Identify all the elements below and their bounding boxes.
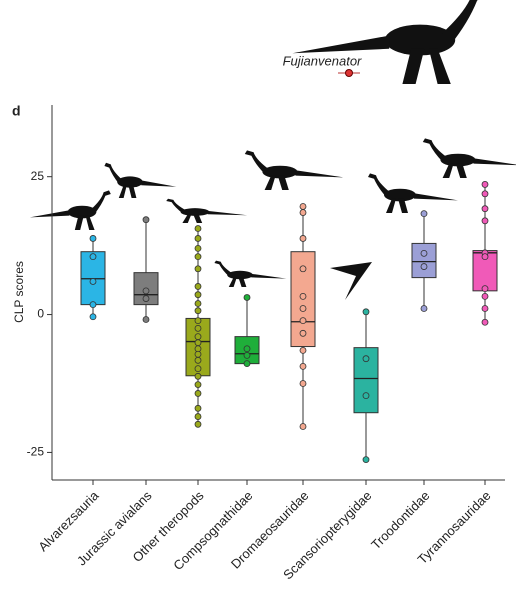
data-point xyxy=(481,217,489,225)
data-point xyxy=(89,313,97,321)
data-point xyxy=(362,456,370,463)
data-point xyxy=(194,317,202,325)
data-point xyxy=(194,307,202,315)
data-point xyxy=(420,305,428,312)
data-point xyxy=(420,249,428,257)
data-point xyxy=(194,333,202,341)
data-point xyxy=(194,372,202,380)
panel-label: d xyxy=(12,103,21,119)
data-point xyxy=(299,362,307,370)
silhouette xyxy=(214,260,287,287)
data-point xyxy=(362,308,370,316)
data-point xyxy=(194,291,202,299)
x-tick-label: Troodontidae xyxy=(368,488,432,552)
data-point xyxy=(194,324,202,332)
data-point xyxy=(142,216,150,224)
data-point xyxy=(142,316,150,323)
data-point xyxy=(194,244,202,252)
data-point xyxy=(243,351,251,359)
data-point xyxy=(194,350,202,358)
annotation: Fujianvenator xyxy=(283,53,362,68)
silhouette xyxy=(422,138,516,178)
silhouette xyxy=(29,190,111,230)
data-point xyxy=(299,209,307,216)
data-point xyxy=(299,347,307,354)
data-point xyxy=(194,225,202,232)
data-point xyxy=(194,390,202,397)
data-point xyxy=(194,253,202,261)
data-point xyxy=(299,305,307,312)
data-point xyxy=(299,292,307,300)
data-point xyxy=(243,360,251,368)
data-point xyxy=(194,339,202,347)
data-point xyxy=(194,413,202,420)
data-point xyxy=(194,265,202,273)
data-point xyxy=(299,203,307,210)
data-point xyxy=(481,205,489,213)
data-point xyxy=(481,190,489,198)
data-point xyxy=(89,235,97,242)
data-point xyxy=(194,420,202,428)
data-point xyxy=(243,294,251,301)
fujianvenator-silhouette xyxy=(292,0,491,85)
data-point xyxy=(362,355,370,363)
silhouette xyxy=(330,262,372,300)
data-point xyxy=(89,301,97,309)
data-point xyxy=(89,253,97,261)
box xyxy=(411,242,437,279)
data-point xyxy=(194,235,202,242)
data-point xyxy=(481,181,489,188)
silhouette xyxy=(166,198,248,223)
data-point xyxy=(420,263,428,270)
data-point xyxy=(481,253,489,261)
y-tick-label: 25 xyxy=(31,169,45,183)
y-tick-label: 0 xyxy=(37,307,44,321)
data-point xyxy=(194,381,202,388)
silhouettes xyxy=(29,0,516,300)
y-tick-label: -25 xyxy=(27,445,45,459)
data-point xyxy=(142,287,150,295)
data-point xyxy=(299,423,307,430)
data-point xyxy=(194,345,202,353)
data-point xyxy=(299,235,307,242)
data-point xyxy=(362,392,370,400)
data-point xyxy=(299,317,307,325)
data-point xyxy=(194,283,202,290)
y-axis-label: CLP scores xyxy=(12,261,26,323)
data-point xyxy=(299,380,307,387)
annotation-marker xyxy=(345,69,353,77)
data-point xyxy=(420,210,428,218)
data-point xyxy=(481,305,489,312)
silhouette xyxy=(244,150,344,190)
data-point xyxy=(481,292,489,300)
data-point xyxy=(481,318,489,326)
data-point xyxy=(142,295,150,302)
silhouette xyxy=(104,162,177,198)
data-point xyxy=(194,356,202,364)
data-point xyxy=(299,329,307,337)
data-point xyxy=(194,300,202,307)
data-point xyxy=(481,285,489,293)
silhouette xyxy=(368,173,458,213)
data-point xyxy=(299,265,307,273)
data-point xyxy=(89,278,97,285)
data-point xyxy=(243,345,251,353)
data-point xyxy=(194,365,202,373)
data-point xyxy=(194,404,202,412)
